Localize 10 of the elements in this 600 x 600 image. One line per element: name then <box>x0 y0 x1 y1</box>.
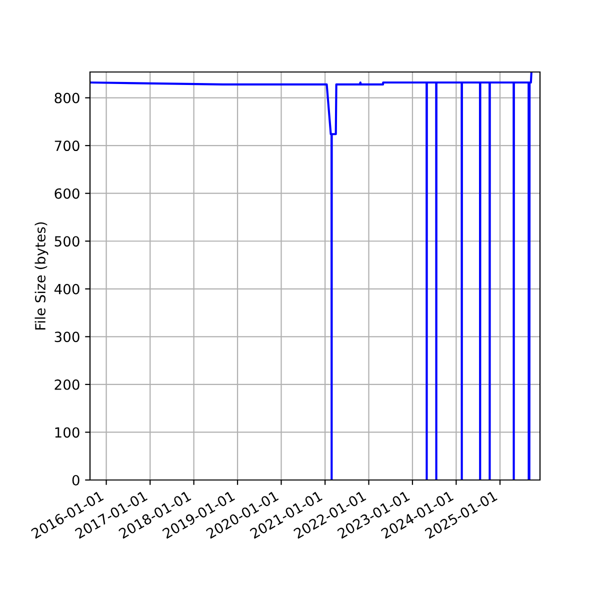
y-tick-label: 200 <box>54 379 80 390</box>
y-tick-label: 800 <box>54 92 80 104</box>
y-tick-label: 0 <box>72 474 80 486</box>
y-tick-label: 100 <box>55 427 80 438</box>
y-tick-label: 700 <box>54 140 80 152</box>
y-tick-label: 400 <box>54 284 80 294</box>
y-tick-label: 500 <box>54 236 80 247</box>
y-axis-title: File Size (bytes) <box>34 222 48 330</box>
y-tick-label: 600 <box>54 188 80 199</box>
y-tick-label: 300 <box>54 332 80 342</box>
